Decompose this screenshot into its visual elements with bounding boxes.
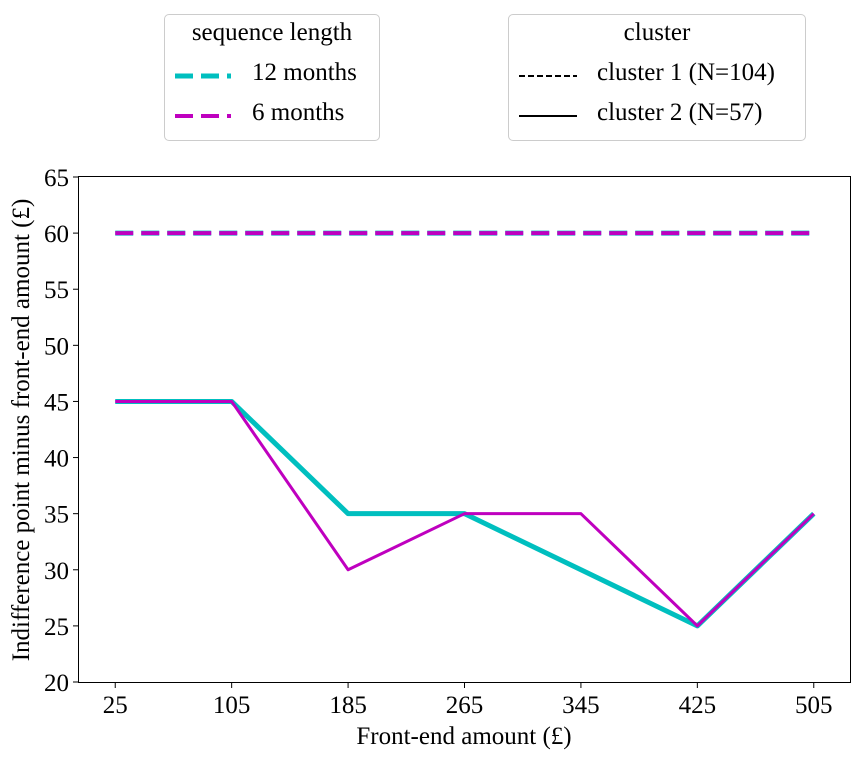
- x-tick-label: 25: [103, 692, 128, 719]
- legend-label: 6 months: [252, 99, 345, 126]
- legend-label: cluster 2 (N=57): [597, 99, 763, 126]
- y-tick-label: 60: [44, 221, 69, 248]
- legend-title: cluster: [623, 19, 691, 46]
- y-tick-label: 30: [44, 558, 69, 585]
- legend-sequence-length: sequence length 12 months 6 months: [164, 14, 380, 141]
- legend-swatch-cluster-2: [519, 115, 577, 117]
- y-axis-label: Indifference point minus front-end amoun…: [8, 199, 35, 662]
- series-layer: [115, 230, 816, 629]
- x-tick-label: 265: [446, 692, 484, 719]
- x-tick-label: 505: [795, 692, 833, 719]
- y-tick-label: 20: [44, 670, 69, 697]
- x-tick-label: 185: [329, 692, 367, 719]
- legend-cluster: cluster cluster 1 (N=104) cluster 2 (N=5…: [508, 14, 806, 141]
- legend-swatch-6-months: [175, 114, 231, 118]
- x-axis-label: Front-end amount (£): [356, 723, 571, 750]
- x-tick-label: 105: [213, 692, 251, 719]
- x-axis: 25 105 185 265 345 425 505: [103, 682, 833, 719]
- legend-label: cluster 1 (N=104): [597, 59, 775, 86]
- legend-swatch-12-months: [175, 73, 231, 79]
- y-tick-label: 65: [44, 165, 69, 192]
- legend-label: 12 months: [252, 59, 357, 86]
- x-tick-label: 345: [562, 692, 600, 719]
- y-tick-label: 25: [44, 614, 69, 641]
- legend-title: sequence length: [191, 19, 353, 46]
- series-line-cluster-2-6-months: [115, 399, 815, 628]
- y-tick-label: 45: [44, 389, 69, 416]
- y-tick-label: 50: [44, 333, 69, 360]
- plot-frame: [78, 176, 851, 683]
- y-tick-label: 55: [44, 277, 69, 304]
- x-tick-label: 425: [679, 692, 717, 719]
- legend-swatch-cluster-1: [519, 75, 577, 77]
- y-tick-label: 35: [44, 502, 69, 529]
- y-axis: 20 25 30 35 40 45 50 55 60 65: [44, 165, 79, 697]
- y-tick-label: 40: [44, 446, 69, 473]
